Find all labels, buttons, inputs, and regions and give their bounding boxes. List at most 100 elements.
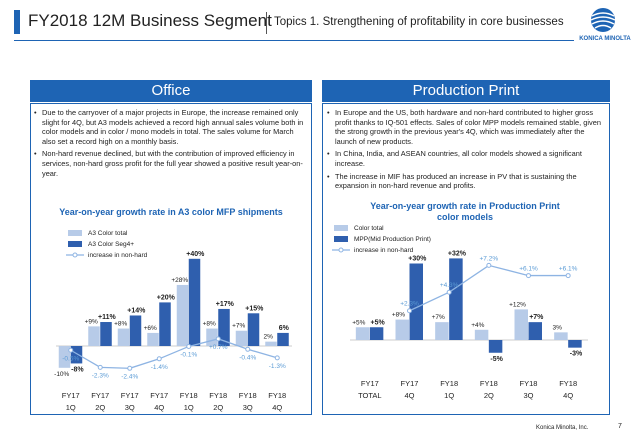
tick-label: 1Q <box>66 403 76 412</box>
line-point <box>156 356 162 362</box>
logo-mark-icon <box>590 8 616 32</box>
data-label: +8% <box>114 321 127 328</box>
line-point <box>526 273 531 279</box>
production-chart-title: Year-on-year growth rate in Production P… <box>370 201 560 222</box>
tick-label: FY18 <box>268 391 286 400</box>
line-point <box>486 262 492 268</box>
tick-label: 2Q <box>484 391 494 400</box>
tick-label: 4Q <box>563 391 573 400</box>
tick-label: FY17 <box>150 391 168 400</box>
logo-text: KONICA MINOLTA <box>579 36 631 42</box>
data-label: +11% <box>98 314 116 321</box>
line-label: -0.5% <box>62 355 79 362</box>
line-point <box>446 289 452 295</box>
data-label: +8% <box>203 321 216 328</box>
legend-marker <box>338 247 344 253</box>
tick-label: FY18 <box>239 391 257 400</box>
data-label: +28% <box>171 277 188 284</box>
data-label: +7% <box>232 323 245 330</box>
legend-label: MPP(Mid Production Print) <box>354 236 431 243</box>
chart-bar <box>528 322 542 340</box>
chart-bar <box>235 330 248 346</box>
chart-bar <box>277 332 289 346</box>
chart-bar <box>206 328 218 346</box>
data-label: +5% <box>371 319 386 326</box>
line-point <box>565 273 571 279</box>
line-point <box>274 355 280 361</box>
chart-bar <box>488 340 503 353</box>
header-rule <box>14 40 574 41</box>
chart-bar <box>395 319 409 340</box>
office-bullet: Non-hard revenue declined, but with the … <box>34 149 306 178</box>
data-label: 2% <box>264 334 274 341</box>
legend-label: A3 Color Seg4+ <box>88 241 134 248</box>
line-label: -2.4% <box>121 373 138 380</box>
line-label: -1.3% <box>269 363 286 370</box>
legend-label: A3 Color total <box>88 230 128 237</box>
tick-label: 3Q <box>243 403 253 412</box>
data-label: +4% <box>471 322 484 329</box>
tick-label: TOTAL <box>358 391 381 400</box>
chart-bar <box>247 313 260 346</box>
header-accent-bar <box>14 10 20 34</box>
header-separator <box>266 12 267 34</box>
chart-bar <box>218 308 230 346</box>
data-label: +12% <box>509 301 526 308</box>
tick-label: FY17 <box>121 391 139 400</box>
chart-bar <box>554 332 568 340</box>
production-print-heading: Production Print <box>322 80 610 102</box>
chart-bar <box>474 329 489 340</box>
legend-label: increase in non-hard <box>88 252 148 259</box>
line-point <box>407 308 412 314</box>
tick-label: 1Q <box>184 403 194 412</box>
data-label: +6% <box>144 325 157 332</box>
chart-bar <box>265 341 277 346</box>
production-bullet: In Europe and the US, both hardware and … <box>327 108 605 146</box>
data-label: +8% <box>392 312 405 319</box>
chart-bar <box>568 340 582 348</box>
line-point <box>186 343 192 349</box>
chart-bar <box>159 302 171 346</box>
data-label: +17% <box>216 301 235 308</box>
chart-bar <box>117 328 130 346</box>
tick-label: FY17 <box>361 379 379 388</box>
chart-bar <box>176 284 189 346</box>
line-label: +0.7% <box>209 344 228 351</box>
tick-label: 3Q <box>523 391 533 400</box>
line-label: -1.4% <box>151 364 168 371</box>
chart-bar <box>369 327 384 340</box>
tick-label: 4Q <box>154 403 164 412</box>
data-label: +9% <box>85 318 98 325</box>
tick-label: FY17 <box>91 391 109 400</box>
data-label: +5% <box>352 319 365 326</box>
line-point <box>97 364 103 370</box>
data-label: +30% <box>408 256 427 263</box>
tick-label: FY18 <box>180 391 198 400</box>
line-point <box>127 365 133 371</box>
line-label: +6.1% <box>519 266 538 273</box>
legend-swatch <box>68 230 82 236</box>
office-chart-title: Year-on-year growth rate in A3 color MFP… <box>59 207 283 217</box>
data-label: +20% <box>157 294 176 301</box>
footer-company: Konica Minolta, Inc. <box>536 425 589 431</box>
data-label: +7% <box>432 314 445 321</box>
tick-label: FY17 <box>401 379 419 388</box>
line-point <box>215 336 221 342</box>
line-label: +4.3% <box>440 282 459 289</box>
chart-bar <box>355 327 370 340</box>
office-panel <box>30 103 312 415</box>
data-label: +40% <box>186 251 205 258</box>
chart-bar <box>58 346 71 368</box>
chart-bar <box>88 326 100 346</box>
tick-label: FY18 <box>520 379 538 388</box>
page-title: FY2018 12M Business Segment <box>28 11 272 30</box>
data-label: +7% <box>529 314 544 321</box>
legend-marker <box>72 252 78 258</box>
tick-label: 1Q <box>444 391 454 400</box>
line-label: +6.1% <box>559 266 578 273</box>
page-subtitle: Topics 1. Strengthening of profitability… <box>274 16 564 28</box>
data-label: 3% <box>552 324 562 331</box>
production-bullet-list: In Europe and the US, both hardware and … <box>327 108 605 194</box>
legend-swatch <box>334 225 348 231</box>
line-series <box>70 338 278 369</box>
